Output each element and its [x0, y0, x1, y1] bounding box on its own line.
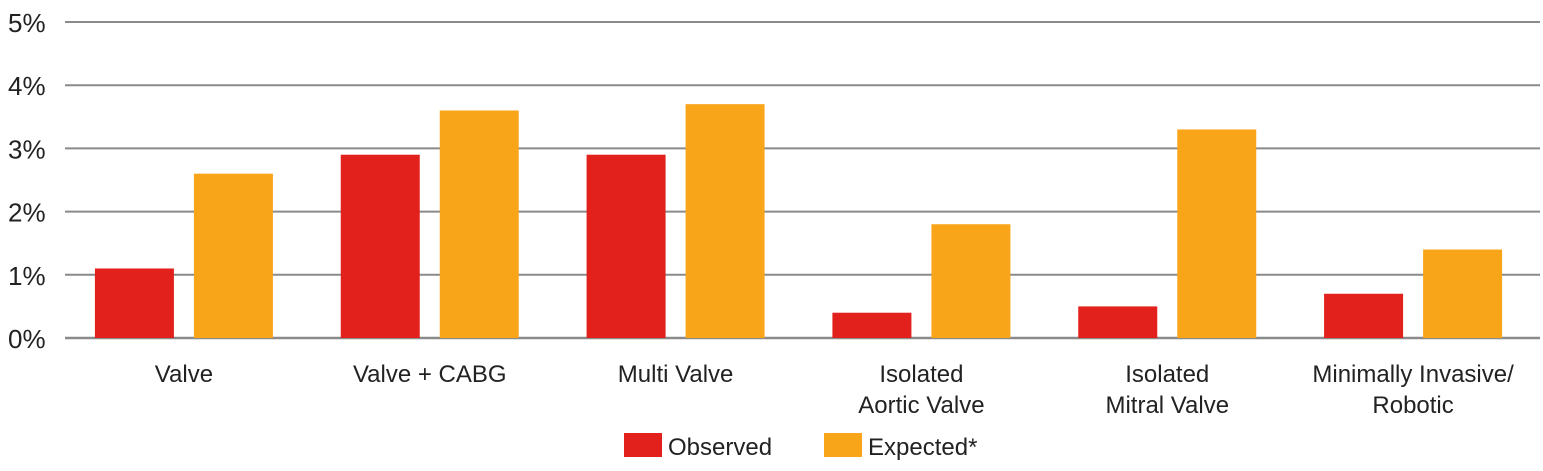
- bar-observed-3: [832, 312, 912, 338]
- y-tick-label: 2%: [8, 198, 46, 228]
- legend-label-expected: Expected*: [868, 434, 977, 461]
- bar-expected-3: [931, 224, 1011, 338]
- category-labels: Valve Valve + CABG Multi Valve Isolated Aort…: [155, 361, 1514, 419]
- gridlines: [65, 21, 1540, 340]
- legend-swatch-expected: [824, 433, 862, 457]
- legend-swatch-observed: [624, 433, 662, 457]
- bar-expected-5: [1423, 249, 1503, 338]
- bars: [94, 104, 1503, 338]
- legend-label-observed: Observed: [668, 434, 772, 461]
- y-axis-ticks: 0% 1% 2% 3% 4% 5%: [8, 8, 46, 354]
- category-label: Isolated Mitral Valve: [1105, 361, 1229, 419]
- category-label: Multi Valve: [618, 361, 734, 388]
- category-label: Isolated Aortic Valve: [858, 361, 984, 419]
- bar-expected-2: [685, 104, 765, 338]
- bar-expected-0: [193, 173, 273, 338]
- bar-observed-4: [1078, 306, 1158, 338]
- bar-observed-5: [1324, 293, 1404, 338]
- category-label: Minimally Invasive/Robotic: [1312, 361, 1514, 419]
- y-tick-label: 3%: [8, 134, 46, 164]
- bar-expected-1: [439, 110, 519, 338]
- bar-observed-2: [586, 154, 666, 338]
- bar-expected-4: [1177, 129, 1257, 338]
- bar-observed-1: [340, 154, 420, 338]
- category-label: Valve + CABG: [353, 361, 507, 388]
- y-tick-label: 4%: [8, 71, 46, 101]
- y-tick-label: 5%: [8, 8, 46, 38]
- y-tick-label: 1%: [8, 261, 46, 291]
- legend: Observed Expected*: [624, 433, 977, 461]
- bar-observed-0: [94, 268, 174, 338]
- category-label: Valve: [155, 361, 213, 388]
- y-tick-label: 0%: [8, 324, 46, 354]
